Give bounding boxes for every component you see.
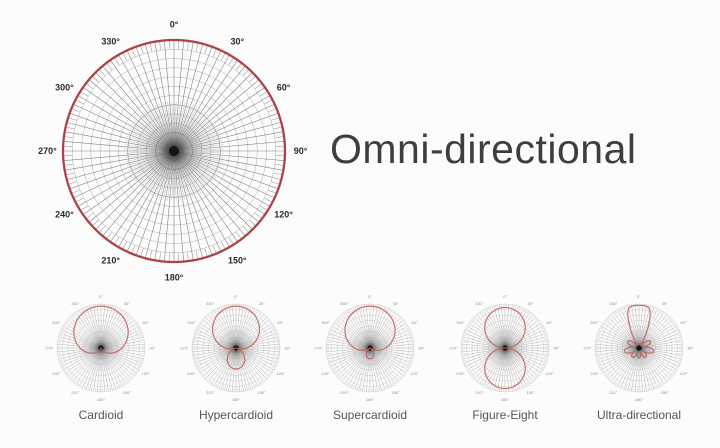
angle-tick-label: 0° [637,294,641,299]
angle-tick-label: 30° [124,301,130,306]
angle-tick-label: 120° [141,371,150,376]
angle-tick-label: 0° [368,294,372,299]
angle-tick-label: 300° [187,320,196,325]
angle-tick-label: 240° [187,371,196,376]
angle-tick-label: 240° [590,371,599,376]
angle-tick-label: 60° [143,320,149,325]
angle-tick-label: 30° [393,301,399,306]
angle-tick-label: 270° [38,146,57,156]
angle-tick-label: 270° [45,346,54,351]
supercardioid-polar-chart: 0° 30° 60° 90° 120° 150° 180° 210° 240° 270° 300° 3… [314,294,425,402]
angle-tick-label: 180° [635,397,644,402]
angle-tick-label: 60° [277,83,291,93]
angle-tick-label: 210° [609,390,618,395]
angle-tick-label: 300° [52,320,61,325]
angle-tick-label: 180° [165,273,184,283]
angle-tick-label: 30° [259,301,265,306]
angle-tick-label: 270° [314,346,323,351]
ultra-directional-polar-chart: 0° 30° 60° 90° 120° 150° 180° 210° 240° 270° 300° 3… [583,294,694,402]
angle-tick-label: 300° [321,320,330,325]
angle-tick-label: 210° [206,390,215,395]
angle-tick-label: 60° [278,320,284,325]
angle-tick-label: 120° [545,371,554,376]
angle-tick-label: 330° [340,301,349,306]
angle-tick-label: 90° [149,346,155,351]
angle-tick-label: 210° [71,390,80,395]
angle-tick-label: 240° [55,209,74,219]
angle-tick-label: 180° [97,397,106,402]
angle-tick-label: 90° [284,346,290,351]
angle-tick-label: 150° [228,256,247,266]
angle-tick-label: 30° [230,36,244,46]
angle-tick-label: 90° [687,346,693,351]
angle-tick-label: 270° [583,346,592,351]
angle-tick-label: 90° [418,346,424,351]
pattern-label-supercardioid: Supercardioid [332,408,408,422]
angle-tick-label: 270° [180,346,189,351]
angle-tick-label: 0° [234,294,238,299]
angle-tick-label: 120° [274,209,293,219]
angle-tick-label: 330° [609,301,618,306]
angle-tick-label: 150° [527,390,536,395]
angle-tick-label: 210° [475,390,484,395]
angle-tick-label: 240° [456,371,465,376]
page-title: Omni-directional [330,126,637,172]
angle-tick-label: 60° [681,320,687,325]
angle-tick-label: 150° [123,390,132,395]
angle-tick-label: 210° [101,256,120,266]
angle-tick-label: 210° [340,390,349,395]
angle-tick-label: 90° [294,146,308,156]
angle-tick-label: 300° [55,83,74,93]
pattern-label-cardioid: Cardioid [78,408,124,422]
angle-tick-label: 180° [501,397,510,402]
angle-tick-label: 300° [456,320,465,325]
angle-tick-label: 0° [170,19,179,29]
angle-tick-label: 150° [392,390,401,395]
pattern-label-hypercardioid: Hypercardioid [198,408,274,422]
omni-directional-polar-chart: 0° 30° 60° 90° 120° 150° 180° 210° 240° 270° 300° 3… [38,19,308,283]
angle-tick-label: 150° [661,390,670,395]
angle-tick-label: 240° [321,371,330,376]
angle-tick-label: 120° [410,371,419,376]
angle-tick-label: 180° [232,397,241,402]
angle-tick-label: 120° [679,371,688,376]
angle-tick-label: 270° [449,346,458,351]
angle-tick-label: 60° [412,320,418,325]
hypercardioid-polar-chart: 0° 30° 60° 90° 120° 150° 180° 210° 240° 270° 300° 3… [180,294,291,402]
angle-tick-label: 240° [52,371,61,376]
angle-tick-label: 90° [553,346,559,351]
angle-tick-label: 150° [258,390,267,395]
angle-tick-label: 330° [101,36,120,46]
angle-tick-label: 0° [99,294,103,299]
angle-tick-label: 30° [528,301,534,306]
angle-tick-label: 60° [547,320,553,325]
pattern-label-figure-eight: Figure-Eight [472,408,538,422]
angle-tick-label: 330° [206,301,215,306]
angle-tick-label: 300° [590,320,599,325]
angle-tick-label: 30° [662,301,668,306]
angle-tick-label: 330° [475,301,484,306]
angle-tick-label: 330° [71,301,80,306]
pattern-label-ultra-directional: Ultra-directional [596,408,682,422]
cardioid-polar-chart: 0° 30° 60° 90° 120° 150° 180° 210° 240° 270° 300° 3… [45,294,156,402]
angle-tick-label: 0° [503,294,507,299]
figure-eight-polar-chart: 0° 30° 60° 90° 120° 150° 180° 210° 240° 270° 300° 3… [449,294,560,402]
angle-tick-label: 180° [366,397,375,402]
angle-tick-label: 120° [276,371,285,376]
